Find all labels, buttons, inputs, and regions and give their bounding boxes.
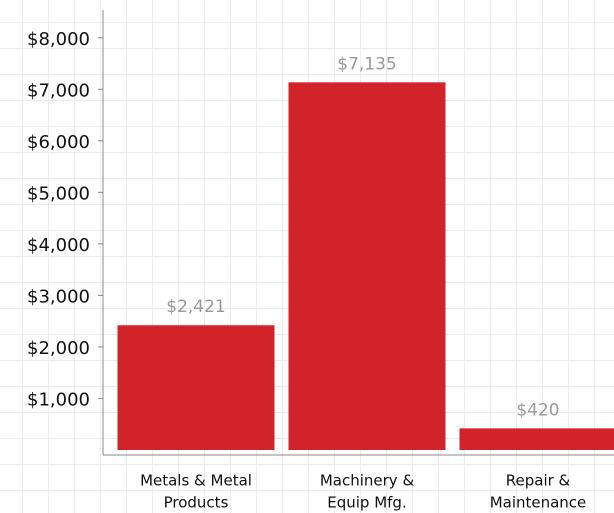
bar — [459, 428, 614, 450]
value-label: $7,135 — [337, 54, 396, 74]
x-tick-label: Metals & Metal — [140, 472, 252, 490]
x-tick-label: Products — [164, 494, 229, 512]
x-tick-label: Maintenance — [490, 494, 587, 512]
y-tick-label: $1,000 — [27, 389, 90, 410]
y-tick-label: $4,000 — [27, 235, 90, 256]
y-tick-label: $7,000 — [27, 80, 90, 101]
value-label: $420 — [516, 400, 559, 420]
y-tick-label: $8,000 — [27, 29, 90, 50]
value-label: $2,421 — [166, 297, 225, 317]
bar — [288, 82, 446, 450]
bar — [117, 325, 275, 450]
x-tick-label: Equip Mfg. — [327, 494, 406, 512]
x-tick-label: Machinery & — [320, 472, 415, 490]
y-tick-label: $2,000 — [27, 338, 90, 359]
y-tick-label: $5,000 — [27, 183, 90, 204]
x-tick-label: Repair & — [506, 472, 571, 490]
y-tick-label: $3,000 — [27, 286, 90, 307]
y-tick-label: $6,000 — [27, 132, 90, 153]
